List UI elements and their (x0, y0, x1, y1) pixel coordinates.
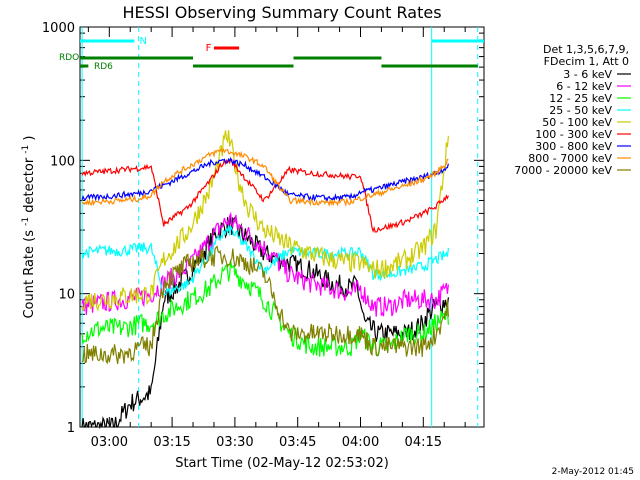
y-axis-label-mid: detector (22, 157, 37, 213)
x-axis: 03:00 03:15 03:30 03:45 04:00 04:15 (87, 27, 466, 450)
legend-entry-label: 100 - 300 keV (535, 128, 612, 141)
legend-entry-label: 12 - 25 keV (549, 92, 612, 105)
legend-header-line: FDecim 1, Att 0 (544, 55, 629, 68)
y-axis-label-end: ) (22, 135, 37, 140)
series-line-5 (81, 157, 449, 234)
chart-title: HESSI Observing Summary Count Rates (122, 3, 441, 22)
y-axis-label-sup1: -1 (21, 217, 31, 226)
x-tick-label: 03:00 (91, 435, 128, 450)
n-state-label: N (139, 36, 146, 47)
series-line-7 (82, 147, 449, 208)
series-line-6 (81, 156, 449, 203)
y-tick-label: 100 (50, 154, 75, 169)
y-tick-label: 1000 (42, 21, 75, 36)
rd6-state-label: RD6 (94, 62, 113, 72)
y-axis-label-main: Count Rate (s (22, 230, 37, 319)
legend-entry-label: 3 - 6 keV (563, 68, 612, 81)
y-tick-label: 10 (58, 288, 75, 303)
f-state-label: F (206, 43, 212, 54)
x-tick-label: 03:15 (153, 435, 190, 450)
x-tick-label: 04:00 (342, 435, 379, 450)
x-tick-label: 03:45 (279, 435, 316, 450)
vertical-markers (81, 27, 479, 427)
legend-entry-label: 25 - 50 keV (549, 104, 612, 117)
series-line-8 (81, 245, 449, 365)
legend-entry-label: 7000 - 20000 keV (514, 164, 612, 177)
legend-entry-label: 800 - 7000 keV (528, 152, 612, 165)
series-line-4 (81, 130, 449, 312)
series-lines (81, 130, 449, 430)
rdo-state-label: RDO (59, 53, 79, 63)
legend-entry-label: 6 - 12 keV (556, 80, 612, 93)
y-axis-label: Count Rate (s -1 detector -1 ) (17, 135, 37, 318)
legend-entry-label: 50 - 100 keV (542, 116, 612, 129)
x-tick-label: 04:15 (405, 435, 442, 450)
y-tick-label: 1 (67, 421, 75, 436)
plot-frame (79, 26, 485, 428)
date-stamp: 2-May-2012 01:45 (552, 467, 634, 477)
series-line-1 (81, 211, 449, 317)
legend-entry-label: 300 - 800 keV (535, 140, 612, 153)
attenuator-annotations: N F RDO RD6 (59, 36, 484, 72)
legend: Det 1,3,5,6,7,9,FDecim 1, Att 03 - 6 keV… (514, 43, 631, 177)
y-axis-label-sup2: -1 (21, 145, 31, 154)
x-tick-label: 03:30 (216, 435, 253, 450)
x-axis-label: Start Time (02-May-12 02:53:02) (175, 456, 389, 471)
legend-header-line: Det 1,3,5,6,7,9, (543, 43, 629, 56)
